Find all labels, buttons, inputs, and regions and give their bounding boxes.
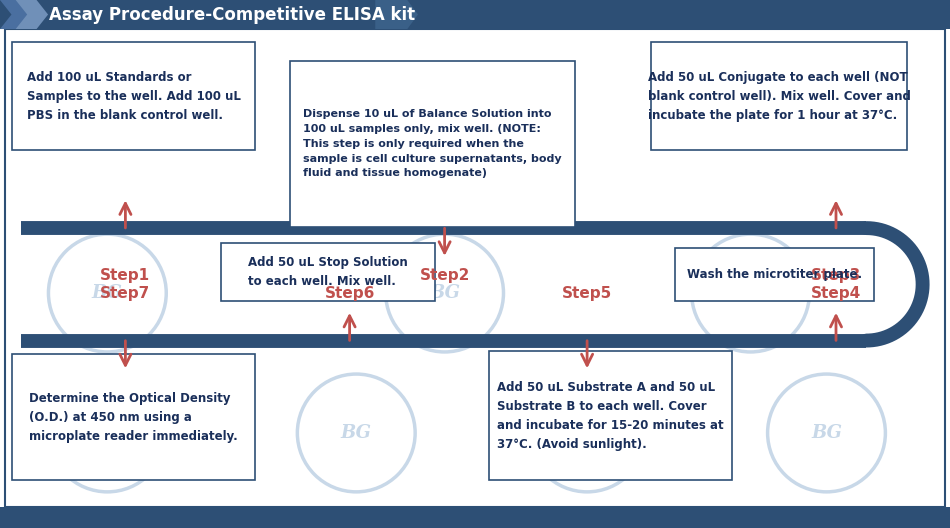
Text: Wash the microtiter plate.: Wash the microtiter plate. bbox=[687, 268, 862, 281]
FancyBboxPatch shape bbox=[290, 61, 575, 227]
Polygon shape bbox=[375, 0, 418, 29]
Text: Step7: Step7 bbox=[101, 286, 150, 301]
Polygon shape bbox=[15, 0, 48, 29]
FancyBboxPatch shape bbox=[674, 248, 874, 301]
Text: Step4: Step4 bbox=[811, 286, 861, 301]
Bar bbox=[0, 507, 950, 528]
Text: Step3: Step3 bbox=[811, 268, 861, 282]
Text: Determine the Optical Density
(O.D.) at 450 nm using a
microplate reader immedia: Determine the Optical Density (O.D.) at … bbox=[29, 392, 238, 442]
Text: Add 50 uL Stop Solution
to each well. Mix well.: Add 50 uL Stop Solution to each well. Mi… bbox=[248, 256, 408, 288]
Polygon shape bbox=[0, 0, 32, 29]
Text: BG: BG bbox=[92, 424, 123, 442]
Text: Step1: Step1 bbox=[101, 268, 150, 282]
Text: Step5: Step5 bbox=[562, 286, 612, 301]
Text: Step2: Step2 bbox=[419, 268, 470, 282]
Text: Add 50 uL Substrate A and 50 uL
Substrate B to each well. Cover
and incubate for: Add 50 uL Substrate A and 50 uL Substrat… bbox=[497, 381, 724, 451]
Text: Add 100 uL Standards or
Samples to the well. Add 100 uL
PBS in the blank control: Add 100 uL Standards or Samples to the w… bbox=[27, 71, 240, 122]
Text: BG: BG bbox=[811, 424, 842, 442]
FancyBboxPatch shape bbox=[489, 351, 732, 480]
FancyBboxPatch shape bbox=[12, 42, 255, 150]
FancyBboxPatch shape bbox=[651, 42, 907, 150]
Text: BG: BG bbox=[735, 284, 766, 302]
Bar bbox=[0, 0, 950, 29]
FancyBboxPatch shape bbox=[12, 354, 255, 480]
Text: Dispense 10 uL of Balance Solution into
100 uL samples only, mix well. (NOTE:
Th: Dispense 10 uL of Balance Solution into … bbox=[303, 109, 561, 178]
Text: Add 50 uL Conjugate to each well (NOT
blank control well). Mix well. Cover and
i: Add 50 uL Conjugate to each well (NOT bl… bbox=[648, 71, 910, 122]
FancyBboxPatch shape bbox=[221, 243, 435, 301]
Text: BG: BG bbox=[429, 284, 460, 302]
Text: Assay Procedure-Competitive ELISA kit: Assay Procedure-Competitive ELISA kit bbox=[49, 5, 415, 24]
Text: BG: BG bbox=[92, 284, 123, 302]
Text: Step6: Step6 bbox=[324, 286, 375, 301]
Text: BG: BG bbox=[572, 424, 602, 442]
Text: BG: BG bbox=[341, 424, 371, 442]
